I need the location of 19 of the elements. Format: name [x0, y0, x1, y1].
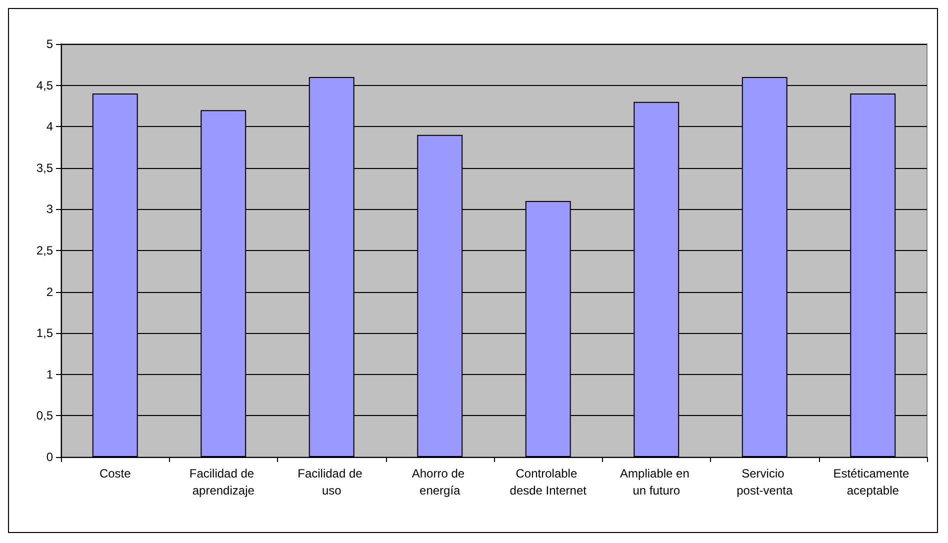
y-tick-label: 2: [46, 284, 54, 299]
y-tick-label: 0,5: [36, 408, 54, 423]
y-tick-label: 1,5: [36, 326, 54, 340]
y-tick-label: 3,5: [36, 160, 54, 175]
y-tick-label: 4,5: [36, 78, 54, 92]
y-tick-label: 1: [46, 367, 54, 382]
x-tick-label: Facilidad de uso: [298, 466, 366, 498]
x-tick-label: Servicio post-venta: [736, 466, 793, 498]
x-tick-label: Ahorro de energía: [412, 466, 468, 498]
y-tick-label: 4: [46, 120, 54, 134]
x-tick-label: Ampliable en un futuro: [620, 466, 693, 498]
y-tick-label: 0: [46, 450, 54, 464]
x-tick-label: Facilidad de aprendizaje: [189, 466, 258, 498]
x-tick-label: Coste: [99, 466, 132, 480]
x-tick-label: Controlable desde Internet: [510, 466, 588, 498]
y-tick-label: 2,5: [36, 244, 54, 258]
y-tick-label: 3: [46, 202, 54, 216]
y-tick-label: 5: [46, 37, 54, 51]
x-tick-label: Estéticamente aceptable: [833, 466, 913, 498]
